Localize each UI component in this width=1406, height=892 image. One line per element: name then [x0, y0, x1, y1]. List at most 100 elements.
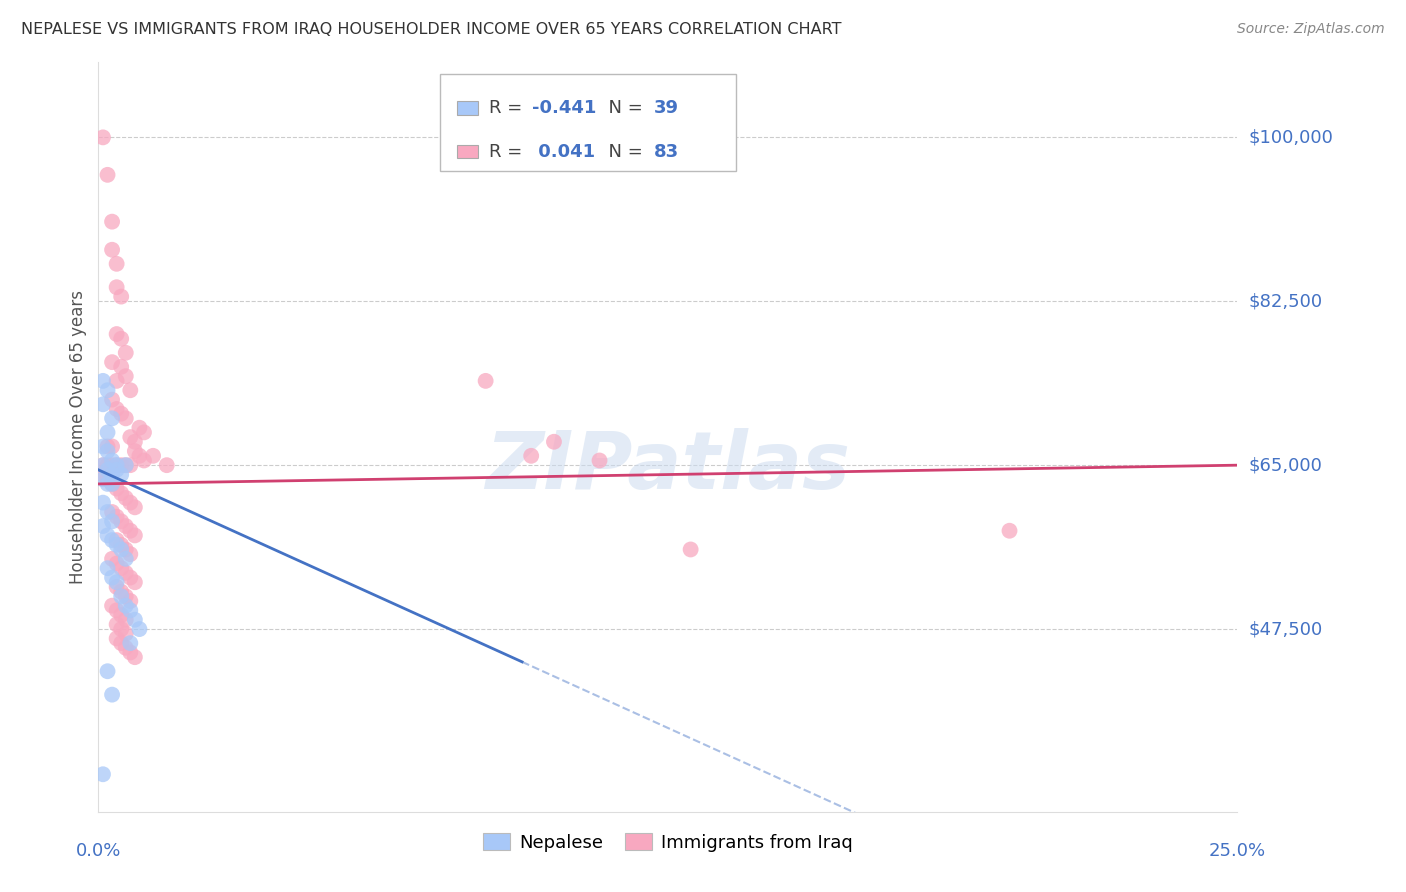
Point	[124, 444, 146, 458]
Point	[96, 472, 118, 486]
Point	[96, 384, 118, 398]
Point	[128, 449, 150, 463]
Point	[91, 130, 114, 145]
Point	[114, 542, 136, 557]
Point	[114, 626, 136, 640]
Point	[91, 440, 114, 454]
FancyBboxPatch shape	[457, 101, 478, 114]
Point	[114, 345, 136, 359]
Point	[124, 434, 146, 449]
Point	[114, 491, 136, 505]
Point	[91, 519, 114, 533]
Y-axis label: Householder Income Over 65 years: Householder Income Over 65 years	[69, 290, 87, 584]
Point	[120, 636, 142, 650]
Text: $82,500: $82,500	[1249, 293, 1323, 310]
Point	[110, 332, 132, 346]
Point	[105, 257, 128, 271]
Point	[114, 613, 136, 627]
Text: N =: N =	[598, 99, 648, 117]
Text: ZIPatlas: ZIPatlas	[485, 428, 851, 506]
Text: -0.441: -0.441	[533, 99, 596, 117]
Point	[128, 421, 150, 435]
Point	[105, 617, 128, 632]
Point	[96, 561, 118, 575]
Point	[110, 467, 132, 482]
Point	[124, 650, 146, 665]
Point	[110, 486, 132, 500]
Text: NEPALESE VS IMMIGRANTS FROM IRAQ HOUSEHOLDER INCOME OVER 65 YEARS CORRELATION CH: NEPALESE VS IMMIGRANTS FROM IRAQ HOUSEHO…	[21, 22, 842, 37]
Point	[120, 571, 142, 585]
Point	[105, 580, 128, 594]
Point	[101, 476, 124, 491]
Point	[114, 369, 136, 384]
Text: R =: R =	[489, 99, 529, 117]
Point	[101, 599, 124, 613]
Point	[110, 590, 132, 604]
Point	[91, 374, 114, 388]
Point	[105, 509, 128, 524]
Point	[101, 476, 124, 491]
Point	[101, 440, 124, 454]
Point	[101, 411, 124, 425]
FancyBboxPatch shape	[440, 74, 737, 171]
Point	[132, 453, 155, 467]
Point	[110, 538, 132, 552]
Point	[124, 575, 146, 590]
Point	[91, 458, 114, 473]
Point	[105, 533, 128, 547]
Point	[110, 561, 132, 575]
Point	[110, 458, 132, 473]
Point	[105, 575, 128, 590]
Point	[101, 355, 124, 369]
Point	[114, 599, 136, 613]
Point	[120, 524, 142, 538]
Legend: Nepalese, Immigrants from Iraq: Nepalese, Immigrants from Iraq	[475, 826, 860, 859]
Point	[105, 280, 128, 294]
Point	[105, 482, 128, 496]
Point	[101, 458, 124, 473]
Point	[105, 326, 128, 341]
Text: N =: N =	[598, 143, 648, 161]
Point	[520, 449, 543, 463]
Point	[142, 449, 165, 463]
Point	[110, 359, 132, 374]
Point	[679, 542, 702, 557]
Point	[101, 392, 124, 407]
Point	[96, 444, 118, 458]
Point	[110, 407, 132, 421]
Point	[96, 458, 118, 473]
Point	[105, 632, 128, 646]
Point	[91, 397, 114, 411]
Text: $47,500: $47,500	[1249, 620, 1323, 638]
Point	[101, 571, 124, 585]
Point	[91, 767, 114, 781]
Point	[110, 289, 132, 303]
Point	[110, 514, 132, 528]
Point	[105, 374, 128, 388]
Text: $100,000: $100,000	[1249, 128, 1333, 146]
Point	[124, 613, 146, 627]
Point	[114, 566, 136, 580]
Point	[132, 425, 155, 440]
Point	[114, 519, 136, 533]
Point	[120, 496, 142, 510]
Text: 25.0%: 25.0%	[1209, 842, 1265, 860]
Point	[105, 463, 128, 477]
Point	[998, 524, 1021, 538]
Point	[96, 528, 118, 542]
Point	[101, 467, 124, 482]
Point	[96, 425, 118, 440]
Point	[588, 453, 610, 467]
Point	[96, 476, 118, 491]
Text: R =: R =	[489, 143, 529, 161]
Point	[114, 458, 136, 473]
Point	[156, 458, 179, 473]
Point	[101, 533, 124, 547]
Point	[114, 458, 136, 473]
Point	[110, 584, 132, 599]
Point	[91, 458, 114, 473]
Point	[128, 622, 150, 636]
Point	[110, 542, 132, 557]
Point	[96, 664, 118, 679]
Point	[101, 215, 124, 229]
